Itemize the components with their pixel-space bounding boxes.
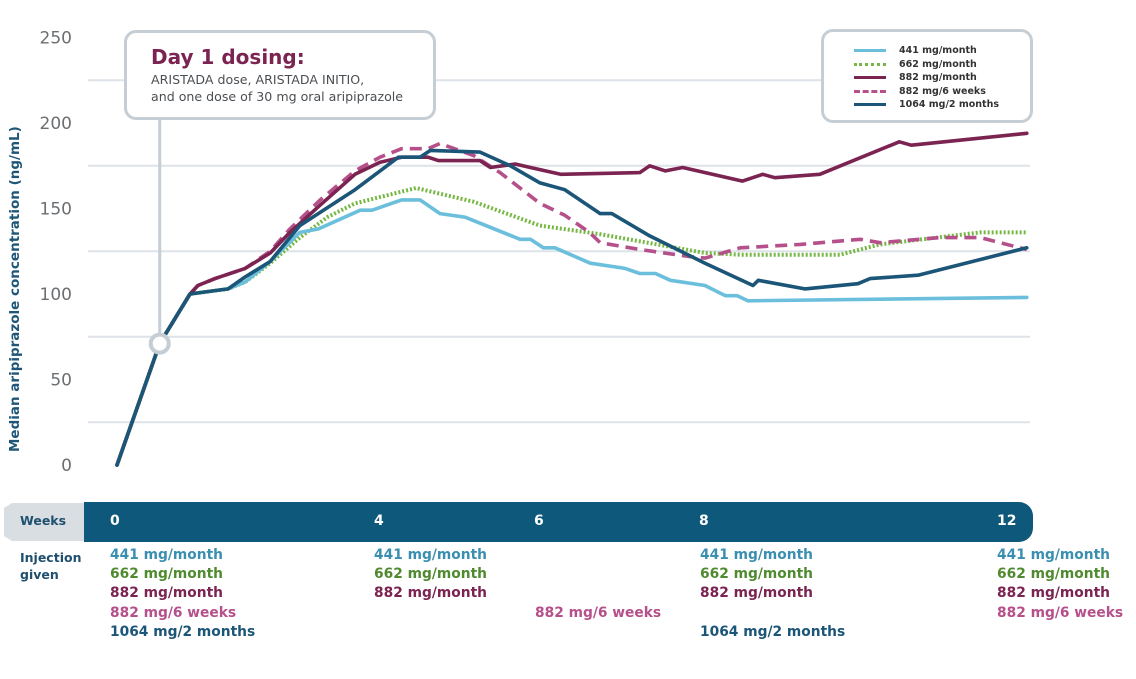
legend-item: 882 mg/month: [854, 71, 1030, 85]
legend-swatch: [854, 76, 886, 80]
series-line-882-mg-6-weeks: [115, 141, 1028, 466]
day1-dosing-callout: Day 1 dosing: ARISTADA dose, ARISTADA IN…: [124, 30, 436, 120]
y-tick-label: 50: [50, 371, 72, 391]
y-axis-ticks: 0 50 100 150 200 250: [40, 29, 72, 477]
legend-item: 441 mg/month: [854, 44, 1030, 58]
series-line-662-mg-month: [115, 186, 1027, 466]
legend-swatch: [854, 103, 886, 107]
injection-dose: 441 mg/month: [700, 547, 813, 563]
y-axis-label: Median aripiprazole concentration (ng/mL…: [7, 126, 23, 452]
injection-dose: 882 mg/month: [374, 585, 487, 602]
callout-title: Day 1 dosing:: [151, 45, 305, 69]
injection-dose: 882 mg/month: [997, 585, 1110, 602]
callout-line-2: and one dose of 30 mg oral aripiprazole: [151, 89, 404, 104]
injection-dose: 1064 mg/2 months: [110, 623, 256, 640]
injection-dose: 882 mg/month: [700, 585, 813, 602]
injection-dose: 882 mg/month: [110, 585, 223, 602]
y-tick-label: 250: [40, 29, 72, 49]
week-tick-label: 4: [374, 513, 384, 529]
injection-dose: 882 mg/6 weeks: [110, 604, 237, 621]
legend-item: 882 mg/6 weeks: [854, 85, 1030, 99]
injection-given-text: Injection given: [20, 550, 82, 582]
series-lines: [115, 131, 1029, 467]
legend-label: 882 mg/6 weeks: [899, 85, 986, 97]
series-line-882-mg-month: [115, 131, 1029, 467]
injection-dose: 662 mg/month: [997, 566, 1110, 583]
injection-dose: 441 mg/month: [110, 547, 223, 563]
injection-dose: 662 mg/month: [110, 566, 223, 583]
injection-dose: 441 mg/month: [997, 547, 1110, 563]
injection-dose: 662 mg/month: [700, 566, 813, 583]
legend-item: 1064 mg/2 months: [854, 98, 1030, 112]
legend-item: 662 mg/month: [854, 58, 1030, 72]
y-tick-label: 0: [61, 456, 72, 476]
week-tick-label: 8: [699, 513, 709, 529]
y-tick-label: 150: [40, 200, 72, 220]
legend-label: 441 mg/month: [899, 45, 977, 57]
callout-line-1: ARISTADA dose, ARISTADA INITIO,: [151, 72, 365, 87]
y-tick-label: 100: [40, 285, 72, 305]
injection-given-label: Injection given: [20, 549, 90, 583]
injection-dose: 882 mg/6 weeks: [535, 604, 662, 621]
weeks-tab-shape: [4, 503, 97, 541]
weeks-label: Weeks: [20, 513, 67, 528]
legend-swatch: [854, 49, 886, 53]
week-tick-label: 12: [997, 513, 1017, 529]
legend-label: 882 mg/month: [899, 72, 977, 84]
series-line-441-mg-month: [115, 198, 1029, 467]
legend-label: 662 mg/month: [899, 58, 977, 70]
y-tick-label: 200: [40, 114, 72, 134]
week-tick-label: 6: [534, 513, 544, 529]
weeks-axis-bar: [84, 502, 1033, 542]
injection-dose: 1064 mg/2 months: [700, 623, 846, 640]
legend-swatch: [854, 62, 886, 66]
week-tick-label: 0: [110, 513, 120, 529]
injection-dose: 882 mg/6 weeks: [997, 604, 1124, 621]
series-line-1064-mg-2-months: [115, 148, 1029, 467]
injection-dose: 441 mg/month: [374, 547, 487, 563]
legend-swatch: [854, 89, 886, 93]
legend: 441 mg/month 662 mg/month 882 mg/month 882 …: [821, 29, 1033, 123]
injection-dose: 662 mg/month: [374, 566, 487, 583]
legend-label: 1064 mg/2 months: [899, 99, 999, 111]
day1-marker-circle: [148, 332, 171, 355]
